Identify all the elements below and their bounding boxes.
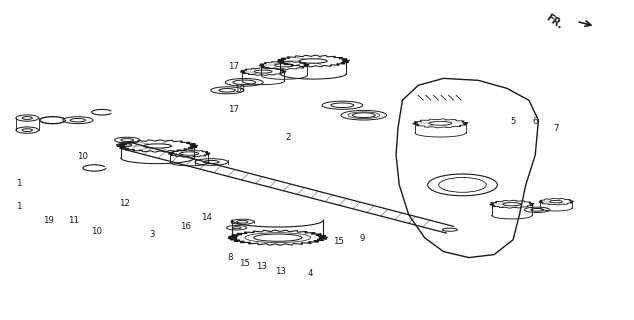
Text: 13: 13 <box>257 262 268 271</box>
Text: 17: 17 <box>228 105 239 114</box>
Text: 11: 11 <box>68 216 79 225</box>
Text: 1: 1 <box>16 202 21 211</box>
Text: 13: 13 <box>275 267 287 276</box>
Text: 3: 3 <box>150 230 155 239</box>
Text: 15: 15 <box>333 237 344 246</box>
Text: 12: 12 <box>119 198 129 207</box>
Text: 7: 7 <box>553 124 559 132</box>
Text: 4: 4 <box>308 268 313 278</box>
Text: 16: 16 <box>180 222 191 231</box>
Text: 6: 6 <box>533 117 538 126</box>
Text: 9: 9 <box>360 234 365 243</box>
Text: 1: 1 <box>16 180 21 188</box>
Text: 18: 18 <box>235 85 245 94</box>
Text: 5: 5 <box>510 117 516 126</box>
Text: 17: 17 <box>228 61 239 70</box>
Text: 2: 2 <box>286 133 291 142</box>
Text: 10: 10 <box>77 152 88 161</box>
Text: 10: 10 <box>91 227 102 236</box>
Text: 14: 14 <box>201 213 212 222</box>
Text: FR.: FR. <box>544 12 564 31</box>
Text: 19: 19 <box>42 216 54 225</box>
Text: 15: 15 <box>239 259 250 268</box>
Text: 8: 8 <box>227 253 233 262</box>
